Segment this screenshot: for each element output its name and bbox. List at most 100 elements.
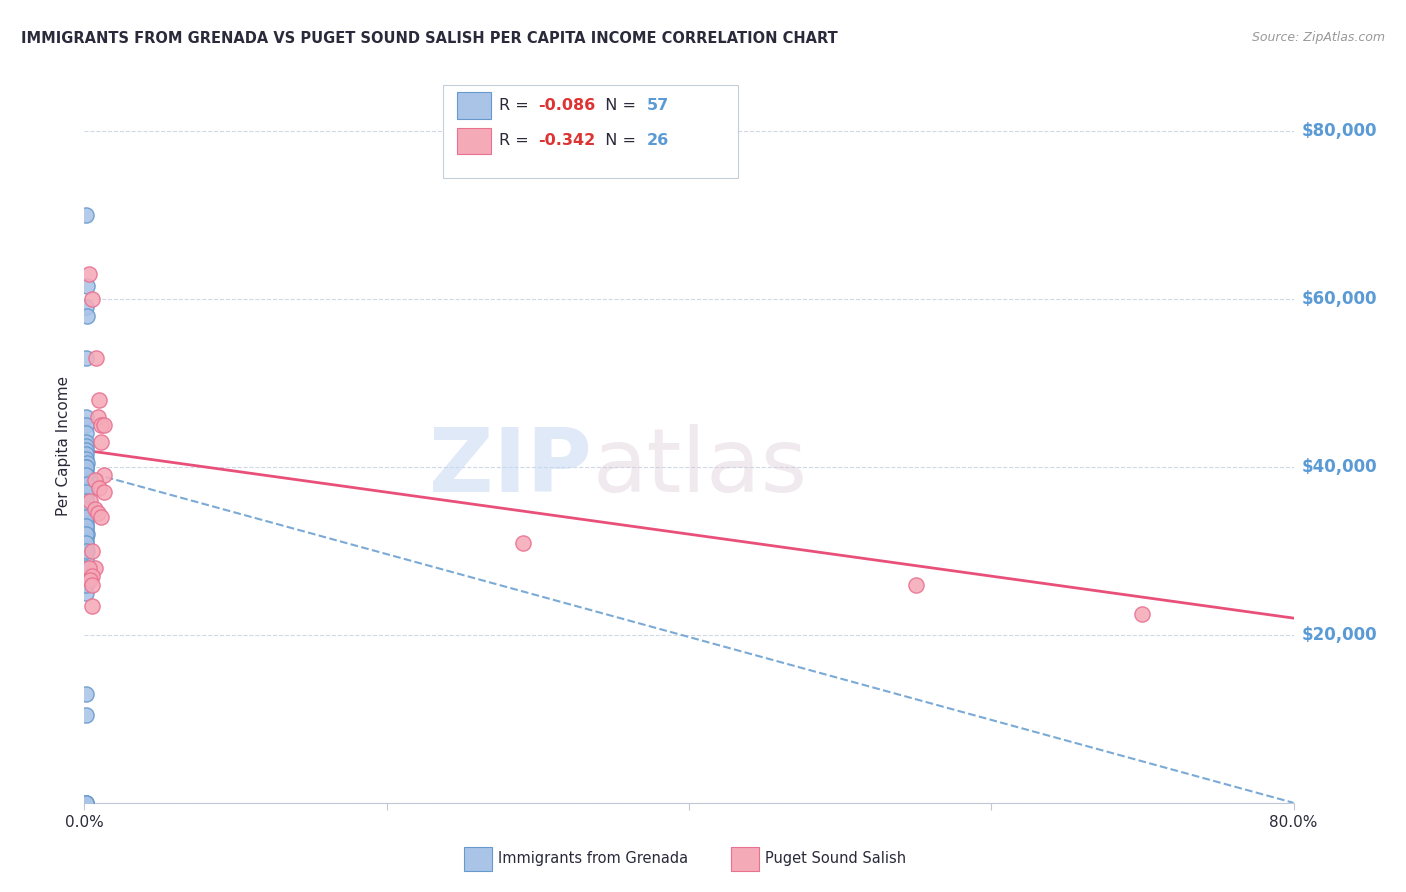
Text: R =: R = bbox=[499, 134, 534, 148]
Point bbox=[75, 502, 97, 516]
Text: R =: R = bbox=[499, 98, 534, 112]
Point bbox=[75, 451, 97, 466]
Point bbox=[1130, 607, 1153, 621]
Point bbox=[75, 301, 97, 315]
Point bbox=[76, 476, 98, 491]
Text: -0.342: -0.342 bbox=[538, 134, 596, 148]
Point bbox=[75, 434, 97, 449]
Point bbox=[75, 485, 97, 500]
Point bbox=[75, 468, 97, 483]
Point bbox=[90, 434, 112, 449]
Point bbox=[87, 506, 110, 520]
Point bbox=[75, 796, 97, 810]
Point bbox=[75, 540, 97, 554]
Point bbox=[75, 208, 97, 222]
Point bbox=[75, 707, 97, 722]
Text: N =: N = bbox=[595, 134, 641, 148]
Point bbox=[80, 544, 103, 558]
Point bbox=[75, 426, 97, 441]
Text: atlas: atlas bbox=[592, 424, 807, 511]
Point bbox=[77, 560, 100, 574]
Point bbox=[80, 292, 103, 306]
Point bbox=[75, 535, 97, 549]
Point bbox=[75, 409, 97, 424]
Point bbox=[76, 309, 98, 323]
Point bbox=[75, 460, 97, 475]
Point bbox=[84, 473, 107, 487]
Text: N =: N = bbox=[595, 98, 641, 112]
Point bbox=[77, 267, 100, 281]
Point bbox=[75, 476, 97, 491]
Text: $40,000: $40,000 bbox=[1302, 458, 1378, 476]
Point bbox=[90, 510, 112, 524]
Point bbox=[75, 552, 97, 566]
Point bbox=[76, 544, 98, 558]
Point bbox=[75, 473, 97, 487]
Text: $80,000: $80,000 bbox=[1302, 122, 1378, 140]
Point bbox=[77, 473, 100, 487]
Point bbox=[76, 485, 98, 500]
Point bbox=[75, 687, 97, 701]
Text: Immigrants from Grenada: Immigrants from Grenada bbox=[498, 852, 688, 866]
Point bbox=[75, 506, 97, 520]
Point bbox=[93, 468, 115, 483]
Text: -0.086: -0.086 bbox=[538, 98, 596, 112]
Point bbox=[75, 515, 97, 529]
Point bbox=[75, 417, 97, 432]
Text: IMMIGRANTS FROM GRENADA VS PUGET SOUND SALISH PER CAPITA INCOME CORRELATION CHAR: IMMIGRANTS FROM GRENADA VS PUGET SOUND S… bbox=[21, 31, 838, 46]
Point bbox=[76, 527, 98, 541]
Point bbox=[75, 796, 97, 810]
Point bbox=[75, 544, 97, 558]
Point bbox=[512, 535, 534, 549]
Point bbox=[75, 560, 97, 574]
Point bbox=[84, 560, 107, 574]
Point bbox=[86, 351, 108, 365]
Text: ZIP: ZIP bbox=[429, 424, 592, 511]
Point bbox=[75, 447, 97, 461]
Point bbox=[76, 279, 98, 293]
Point bbox=[75, 481, 97, 495]
Point bbox=[79, 574, 101, 588]
Point bbox=[75, 498, 97, 512]
Point bbox=[75, 468, 97, 483]
Point bbox=[75, 493, 97, 508]
Point bbox=[89, 392, 111, 407]
Point bbox=[75, 502, 97, 516]
Point bbox=[75, 532, 97, 546]
Point bbox=[76, 510, 98, 524]
Point bbox=[93, 485, 115, 500]
Text: Source: ZipAtlas.com: Source: ZipAtlas.com bbox=[1251, 31, 1385, 45]
Point bbox=[75, 518, 97, 533]
Point bbox=[90, 417, 112, 432]
Text: $60,000: $60,000 bbox=[1302, 290, 1378, 308]
Point bbox=[904, 577, 927, 591]
Text: 26: 26 bbox=[647, 134, 669, 148]
Point bbox=[80, 599, 103, 613]
Point bbox=[75, 493, 97, 508]
Point bbox=[75, 527, 97, 541]
Text: $20,000: $20,000 bbox=[1302, 626, 1378, 644]
Point bbox=[75, 518, 97, 533]
Point bbox=[75, 489, 97, 503]
Point bbox=[84, 502, 107, 516]
Point bbox=[93, 417, 115, 432]
Point bbox=[79, 493, 101, 508]
Point bbox=[75, 439, 97, 453]
Point bbox=[75, 460, 97, 475]
Point bbox=[75, 510, 97, 524]
Text: Puget Sound Salish: Puget Sound Salish bbox=[765, 852, 905, 866]
Point bbox=[80, 577, 103, 591]
Point bbox=[87, 409, 110, 424]
Point bbox=[75, 464, 97, 478]
Point bbox=[75, 586, 97, 600]
Point bbox=[75, 443, 97, 458]
Point bbox=[75, 535, 97, 549]
Point bbox=[75, 569, 97, 583]
Point bbox=[75, 577, 97, 591]
Point bbox=[75, 523, 97, 537]
Y-axis label: Per Capita Income: Per Capita Income bbox=[56, 376, 72, 516]
Point bbox=[75, 796, 97, 810]
Text: 57: 57 bbox=[647, 98, 669, 112]
Point bbox=[89, 481, 111, 495]
Point bbox=[76, 456, 98, 470]
